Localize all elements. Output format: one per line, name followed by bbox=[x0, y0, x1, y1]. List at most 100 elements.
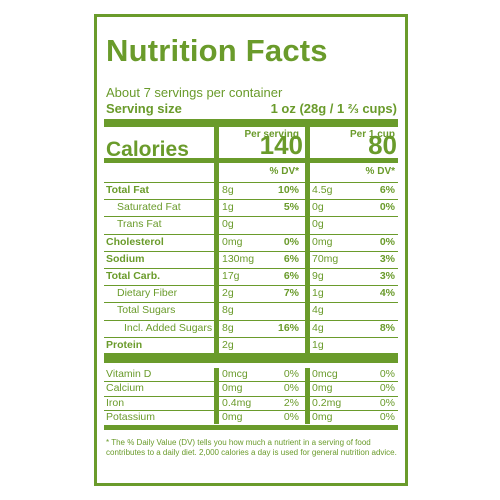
nutrient-name: Incl. Added Sugars bbox=[124, 321, 213, 334]
row-divider bbox=[104, 302, 398, 304]
nutrient-name: Trans Fat bbox=[117, 218, 162, 231]
nutrient-amount-cup: 70mg bbox=[312, 252, 339, 265]
nutrient-dv-cup: 0% bbox=[379, 201, 395, 214]
nutrient-amount-serving: 0mg bbox=[222, 235, 243, 248]
row-divider bbox=[104, 268, 398, 269]
nutrient-amount-cup: 4g bbox=[312, 321, 324, 334]
micronutrient-amount-cup: 0.2mg bbox=[312, 396, 342, 409]
micronutrient-row: Calcium 0mg 0% 0mg 0% bbox=[104, 382, 398, 396]
nutrient-row: Total Fat 8g 10% 4.5g 6% bbox=[104, 183, 398, 200]
thick-divider-footnote bbox=[104, 425, 398, 430]
micronutrient-name: Iron bbox=[106, 396, 125, 409]
micronutrient-dv-cup: 0% bbox=[379, 368, 395, 380]
micronutrient-dv-cup: 0% bbox=[379, 396, 395, 409]
row-divider bbox=[104, 285, 398, 287]
row-divider bbox=[104, 199, 398, 201]
micronutrient-name: Calcium bbox=[106, 382, 144, 395]
micronutrient-amount-serving: 0mcg bbox=[222, 368, 248, 380]
row-divider bbox=[104, 395, 398, 397]
nutrient-row: Dietary Fiber 2g 7% 1g 4% bbox=[104, 286, 398, 303]
nutrient-name: Dietary Fiber bbox=[117, 287, 178, 300]
nutrient-amount-serving: 130mg bbox=[222, 252, 255, 265]
nutrition-facts-label: Nutrition Facts About 7 servings per con… bbox=[94, 14, 408, 486]
serving-size-value: 1 oz (28g / 1 ⅔ cups) bbox=[270, 101, 397, 116]
nutrient-amount-cup: 0g bbox=[312, 201, 324, 214]
daily-value-footnote: * The % Daily Value (DV) tells you how m… bbox=[106, 438, 397, 457]
nutrient-amount-serving: 17g bbox=[222, 270, 240, 282]
row-divider bbox=[104, 182, 398, 183]
nutrient-row: Trans Fat 0g 0g bbox=[104, 217, 398, 234]
micronutrient-dv-serving: 0% bbox=[283, 368, 299, 380]
calories-label: Calories bbox=[106, 138, 189, 161]
per-cup-header: Per 1 cup bbox=[349, 129, 395, 140]
nutrient-name: Total Carb. bbox=[106, 270, 161, 282]
nutrient-dv-cup: 6% bbox=[379, 184, 395, 196]
micronutrient-amount-serving: 0mg bbox=[222, 410, 243, 423]
column-divider-left bbox=[214, 127, 219, 363]
micronutrient-dv-serving: 0% bbox=[283, 382, 299, 395]
micronutrient-dv-cup: 0% bbox=[379, 410, 395, 423]
nutrient-amount-cup: 4.5g bbox=[312, 184, 333, 196]
row-divider bbox=[104, 216, 398, 218]
nutrient-amount-cup: 9g bbox=[312, 270, 324, 282]
nutrient-dv-cup: 3% bbox=[379, 252, 395, 265]
nutrient-row: Total Carb. 17g 6% 9g 3% bbox=[104, 269, 398, 286]
nutrient-dv-cup: 8% bbox=[379, 321, 395, 334]
nutrient-amount-serving: 2g bbox=[222, 287, 234, 300]
nutrient-dv-serving: 16% bbox=[277, 321, 299, 334]
row-divider bbox=[104, 319, 398, 321]
nutrient-dv-cup: 0% bbox=[379, 235, 395, 248]
column-divider-right bbox=[305, 127, 310, 363]
nutrient-name: Saturated Fat bbox=[117, 201, 181, 214]
nutrient-row: Total Sugars 8g 4g bbox=[104, 303, 398, 320]
row-divider bbox=[104, 233, 398, 235]
nutrient-dv-serving: 10% bbox=[277, 184, 299, 196]
nutrient-amount-serving: 2g bbox=[222, 338, 234, 351]
micronutrient-row: Vitamin D 0mcg 0% 0mcg 0% bbox=[104, 368, 398, 382]
micronutrient-amount-cup: 0mcg bbox=[312, 368, 338, 380]
dv-header-serving: % DV* bbox=[269, 166, 299, 177]
nutrient-dv-cup: 4% bbox=[379, 287, 395, 300]
nutrient-amount-serving: 1g bbox=[222, 201, 234, 214]
nutrient-dv-serving: 6% bbox=[283, 270, 299, 282]
row-divider bbox=[104, 250, 398, 252]
nutrient-dv-serving: 7% bbox=[283, 287, 299, 300]
micronutrient-name: Vitamin D bbox=[106, 368, 152, 380]
nutrient-name: Protein bbox=[106, 338, 143, 351]
nutrient-amount-serving: 8g bbox=[222, 184, 234, 196]
serving-size-label: Serving size bbox=[106, 101, 182, 116]
nutrient-name: Sodium bbox=[106, 252, 145, 265]
servings-per-container: About 7 servings per container bbox=[106, 85, 283, 100]
nutrient-dv-serving: 5% bbox=[283, 201, 299, 214]
nutrient-amount-cup: 0mg bbox=[312, 235, 333, 248]
micronutrient-dv-cup: 0% bbox=[379, 382, 395, 395]
label-title: Nutrition Facts bbox=[106, 33, 328, 68]
dv-header-cup: % DV* bbox=[365, 166, 395, 177]
nutrient-row: Incl. Added Sugars 8g 16% 4g 8% bbox=[104, 321, 398, 338]
nutrient-row: Saturated Fat 1g 5% 0g 0% bbox=[104, 200, 398, 217]
nutrient-name: Cholesterol bbox=[106, 235, 164, 248]
calories-per-serving: 140 bbox=[259, 130, 303, 160]
micronutrient-dv-serving: 0% bbox=[283, 410, 299, 423]
row-divider bbox=[104, 336, 398, 338]
nutrient-amount-cup: 1g bbox=[312, 338, 324, 351]
nutrient-amount-serving: 8g bbox=[222, 321, 234, 334]
micronutrient-name: Potassium bbox=[106, 410, 156, 423]
micronutrient-amount-serving: 0.4mg bbox=[222, 396, 252, 409]
nutrient-amount-serving: 0g bbox=[222, 218, 234, 231]
micronutrient-row: Iron 0.4mg 2% 0.2mg 0% bbox=[104, 397, 398, 411]
row-divider bbox=[104, 381, 398, 383]
nutrient-dv-serving: 0% bbox=[283, 235, 299, 248]
micronutrient-amount-serving: 0mg bbox=[222, 382, 243, 395]
micronutrient-row: Potassium 0mg 0% 0mg 0% bbox=[104, 411, 398, 425]
calories-per-cup: 80 bbox=[368, 130, 397, 160]
thick-divider-top bbox=[104, 119, 398, 127]
nutrient-amount-serving: 8g bbox=[222, 304, 234, 317]
nutrient-row: Cholesterol 0mg 0% 0mg 0% bbox=[104, 235, 398, 252]
micronutrient-amount-cup: 0mg bbox=[312, 410, 333, 423]
nutrient-amount-cup: 1g bbox=[312, 287, 324, 300]
nutrient-dv-cup: 3% bbox=[379, 270, 395, 282]
thick-divider-micro bbox=[104, 353, 398, 363]
per-serving-header: Per serving bbox=[244, 129, 299, 140]
nutrient-row: Protein 2g 1g bbox=[104, 338, 398, 355]
